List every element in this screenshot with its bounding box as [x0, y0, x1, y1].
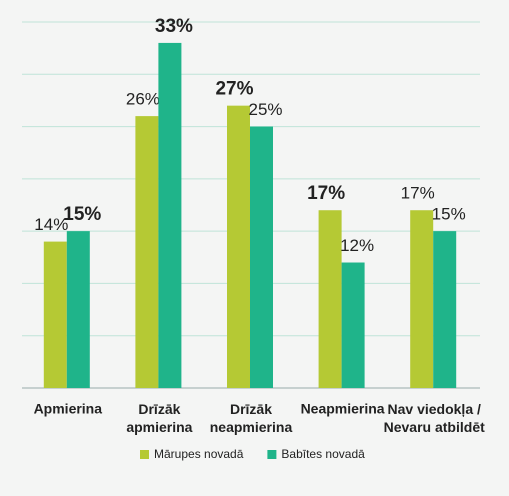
- data-label: 12%: [340, 236, 374, 255]
- x-tick-label: Drīzāk apmierina: [126, 401, 192, 435]
- x-tick-label: Drīzāk neapmierina: [210, 401, 293, 435]
- x-tick-label-line: Nav viedokļa /: [388, 401, 481, 417]
- bar: [135, 116, 159, 388]
- bar: [318, 210, 342, 388]
- data-label: 14%: [34, 215, 68, 234]
- data-label: 15%: [432, 205, 466, 224]
- data-label: 33%: [155, 16, 193, 37]
- legend-swatch: [267, 450, 277, 459]
- x-tick-label-line: apmierina: [126, 419, 192, 435]
- legend-label: Babītes novadā: [281, 447, 365, 461]
- bar: [66, 231, 90, 388]
- bar: [433, 231, 457, 388]
- x-tick-label: Nav viedokļa / Nevaru atbildēt: [384, 401, 485, 435]
- x-tick-label: Neapmierina: [301, 401, 385, 417]
- x-tick-label: Apmierina: [34, 401, 103, 417]
- bar: [227, 105, 250, 389]
- bar: [341, 262, 365, 388]
- x-tick-label-line: Drīzāk: [138, 401, 180, 417]
- x-tick-label-line: Drīzāk: [230, 401, 272, 417]
- x-tick-label-line: neapmierina: [210, 419, 293, 435]
- data-label: 17%: [307, 183, 345, 204]
- data-label: 15%: [63, 204, 101, 225]
- bar: [410, 210, 434, 388]
- bar: [250, 126, 273, 389]
- bar: [43, 241, 67, 388]
- data-label: 27%: [215, 79, 253, 100]
- bar: [158, 42, 182, 389]
- legend-swatch: [140, 450, 149, 459]
- x-tick-label-line: Nevaru atbildēt: [384, 419, 485, 435]
- data-label: 25%: [248, 100, 282, 119]
- data-label: 26%: [126, 90, 160, 109]
- legend-label: Mārupes novadā: [154, 447, 244, 461]
- data-label: 17%: [401, 184, 435, 203]
